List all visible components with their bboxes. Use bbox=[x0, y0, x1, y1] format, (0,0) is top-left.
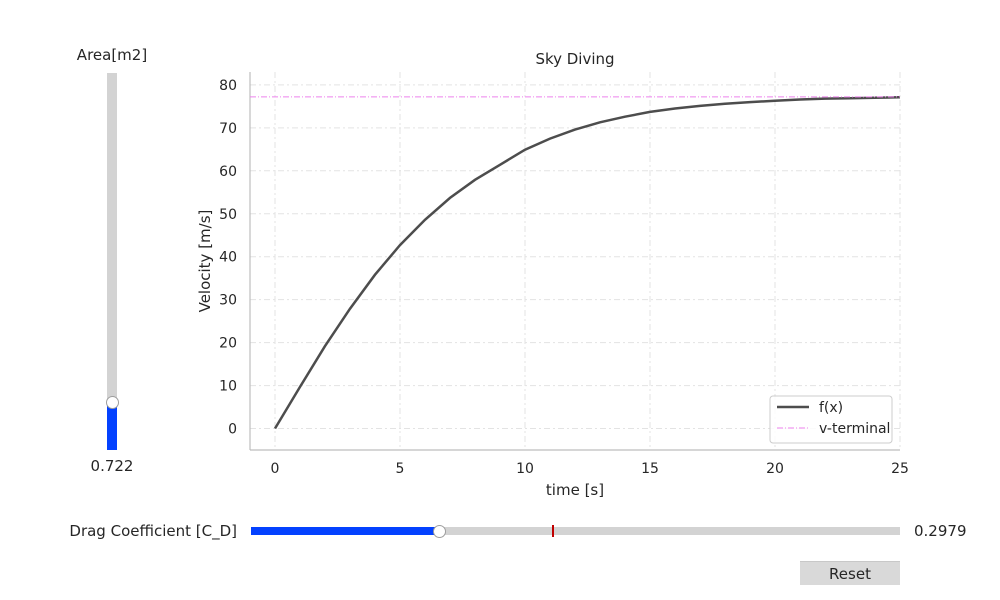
y-tick-label: 70 bbox=[219, 121, 237, 137]
y-tick-label: 50 bbox=[219, 207, 237, 223]
y-tick-label: 20 bbox=[219, 336, 237, 352]
y-tick-label: 0 bbox=[228, 422, 237, 438]
chart-series bbox=[250, 96, 901, 430]
chart-title: Sky Diving bbox=[535, 50, 614, 68]
legend-label-v-terminal: v-terminal bbox=[819, 421, 890, 437]
y-tick-label: 60 bbox=[219, 164, 237, 180]
x-tick-labels: 0 5 10 15 20 25 bbox=[271, 461, 909, 477]
chart-grid bbox=[250, 72, 901, 450]
y-tick-label: 10 bbox=[219, 379, 237, 395]
x-tick-label: 20 bbox=[766, 461, 784, 477]
drag-slider-value: 0.2979 bbox=[914, 522, 967, 540]
x-tick-label: 5 bbox=[396, 461, 405, 477]
drag-slider-track[interactable] bbox=[251, 527, 900, 535]
x-tick-label: 0 bbox=[271, 461, 280, 477]
area-slider-handle[interactable] bbox=[105, 396, 119, 410]
chart-legend: f(x) v-terminal bbox=[769, 395, 893, 444]
area-slider-value: 0.722 bbox=[90, 457, 134, 475]
velocity-curve bbox=[273, 96, 901, 430]
area-slider-track[interactable] bbox=[107, 73, 117, 450]
x-tick-label: 25 bbox=[891, 461, 909, 477]
legend-label-fx: f(x) bbox=[819, 400, 843, 416]
drag-slider-handle[interactable] bbox=[432, 524, 446, 538]
y-tick-labels: 0 10 20 30 40 50 60 70 80 bbox=[219, 78, 237, 438]
drag-slider-initial-marker bbox=[551, 525, 554, 537]
area-slider-fill bbox=[107, 402, 117, 450]
x-tick-label: 15 bbox=[641, 461, 659, 477]
area-slider-label: Area[m2] bbox=[76, 46, 148, 64]
y-axis-label: Velocity [m/s] bbox=[196, 210, 214, 313]
reset-button[interactable]: Reset bbox=[800, 561, 900, 585]
x-axis-label: time [s] bbox=[546, 481, 604, 499]
x-tick-label: 10 bbox=[516, 461, 534, 477]
y-tick-label: 80 bbox=[219, 78, 237, 94]
drag-slider-label: Drag Coefficient [C_D] bbox=[69, 522, 237, 540]
y-tick-label: 30 bbox=[219, 293, 237, 309]
chart-axes bbox=[249, 72, 900, 451]
y-tick-label: 40 bbox=[219, 250, 237, 266]
drag-slider-fill bbox=[251, 527, 440, 535]
